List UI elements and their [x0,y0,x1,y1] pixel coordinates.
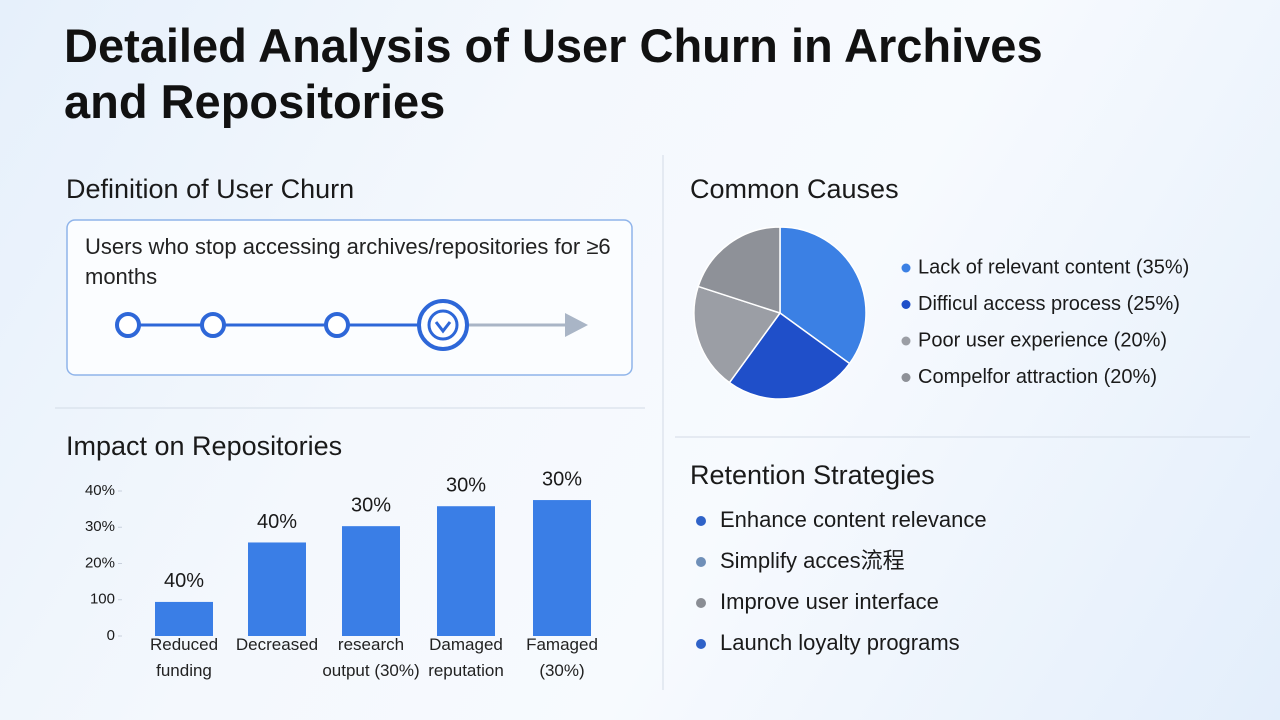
legend-marker [901,373,911,382]
section-heading: Definition of User Churn [66,174,354,204]
strategy-item: Improve user interface [720,589,939,614]
bar [533,500,591,636]
bar [248,542,306,636]
bar-label: 30% [542,468,582,490]
bullet [696,598,706,608]
strategy-item: Enhance content relevance [720,507,987,532]
legend-marker [901,263,911,273]
legend-label: Poor user experience (20%) [918,329,1167,351]
page-title: Detailed Analysis of User Churn in Archi… [64,19,1043,128]
x-tick-label: Famaged (30%) [526,635,598,680]
strategy-item: Simplify acces流程 [720,548,905,573]
timeline [115,299,588,351]
pie-slice [779,226,867,365]
pie-slice [697,226,781,315]
pie-slice [693,285,782,384]
bullet [696,639,706,649]
definition-text: Users who stop accessing archives/reposi… [85,234,611,289]
bar-label: 30% [446,475,486,497]
y-tick-label: 30% [85,518,115,535]
section-heading: Retention Strategies [690,460,935,490]
section-heading: Impact on Repositories [66,431,342,461]
legend-label: Lack of relevant content (35%) [918,256,1189,278]
legend-label: Difficul access process (25%) [918,293,1180,315]
bar-label: 40% [257,511,297,533]
bar-label: 40% [164,570,204,592]
x-tick-label: Reduced funding [149,635,219,680]
y-tick-label: 20% [85,554,115,571]
x-tick-label: Damaged reputation [428,635,504,680]
x-tick-label: research output (30%) [322,635,420,680]
bar [155,601,213,636]
x-tick-label: Decreased [235,635,319,654]
y-tick-label: 0 [107,627,115,644]
pie-slice [728,311,851,400]
legend-marker [901,336,911,346]
strategy-item: Launch loyalty programs [720,630,960,655]
legend-label: Compelfor attraction (20%) [918,366,1157,388]
legend-marker [901,300,911,309]
section-heading: Common Causes [690,174,899,204]
bar [342,526,400,636]
bar-label: 30% [351,494,391,516]
y-tick-label: 100 [90,591,115,608]
bar [437,506,495,636]
y-tick-label: 40% [85,482,115,499]
bullet [696,557,706,567]
bullet [696,516,706,526]
